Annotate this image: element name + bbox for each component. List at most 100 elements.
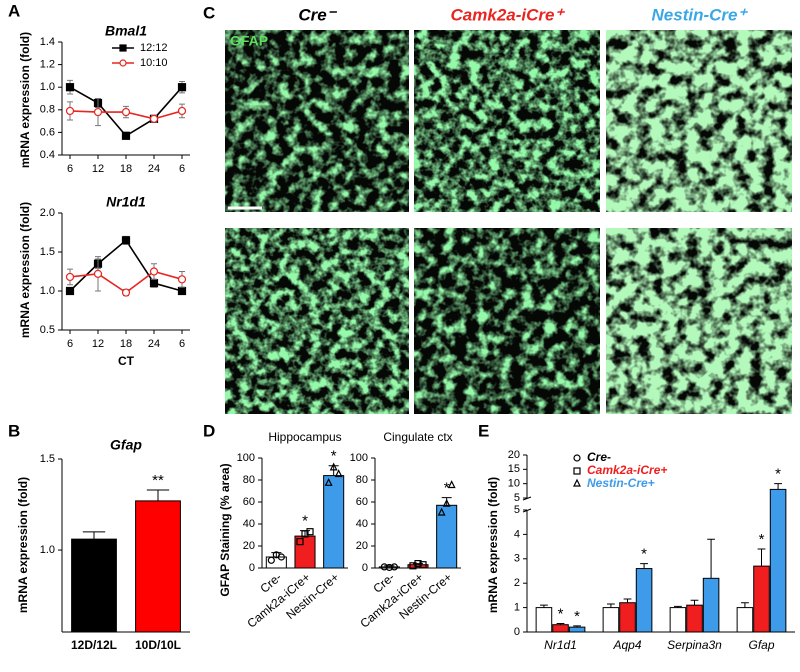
error-bar (690, 599, 699, 606)
significance: * (759, 531, 765, 548)
panel-letter: E (478, 421, 489, 440)
y-tick-label: 20 (243, 540, 255, 552)
marker (177, 83, 187, 92)
marker (573, 478, 581, 487)
bar (323, 475, 345, 569)
column-header: Cre⁻ (298, 5, 337, 24)
bar (753, 565, 770, 633)
error-bar (707, 538, 715, 579)
marker (573, 454, 581, 462)
x-tick-label: 6 (179, 338, 185, 350)
marker (119, 59, 127, 67)
bar (378, 566, 400, 569)
y-tick-label: 60 (243, 496, 255, 508)
marker (409, 562, 417, 570)
bar (294, 535, 316, 569)
marker (329, 462, 338, 471)
significance: * (574, 608, 580, 625)
x-tick-label: 18 (120, 338, 132, 350)
error-bar (384, 565, 395, 567)
legend-label: Nestin-Cre+ (587, 476, 655, 490)
micrograph-texture (414, 30, 600, 212)
chart-title: Nr1d1 (106, 194, 146, 210)
micrograph-texture (606, 30, 792, 212)
error-bar (146, 489, 170, 501)
bar (552, 624, 569, 633)
series-line (69, 239, 183, 292)
y-tick-label: 10 (508, 478, 520, 490)
marker (65, 286, 75, 296)
y-tick-label: 80 (356, 474, 368, 486)
y-tick-label: 80 (243, 474, 255, 486)
marker (177, 275, 187, 284)
marker (267, 556, 275, 564)
marker (119, 44, 127, 52)
marker (65, 83, 75, 92)
marker (149, 267, 159, 276)
y-tick-label: 100 (237, 452, 255, 464)
y-tick-label: 20 (356, 540, 368, 552)
error-bar (623, 598, 632, 603)
error-bar (540, 604, 548, 608)
bar (686, 604, 703, 633)
x-tick-label: 24 (148, 338, 160, 350)
y-tick-label: 0 (362, 562, 368, 574)
significance: * (331, 448, 337, 465)
legend-label: Cre- (587, 450, 611, 464)
error-bar (573, 625, 581, 628)
legend-label: Camk2a-iCre+ (587, 463, 667, 477)
marker (442, 498, 451, 507)
marker (419, 561, 427, 569)
legend-label: 10:10 (140, 57, 168, 69)
y-axis-label: mRNA expression (fold) (18, 32, 32, 168)
marker (301, 530, 309, 538)
panel-letter: A (8, 1, 20, 20)
marker (380, 563, 388, 571)
marker (177, 286, 187, 296)
error-bar (741, 602, 749, 608)
y-tick-label: 1.5 (40, 246, 55, 258)
marker (121, 107, 131, 117)
error-bar (607, 603, 615, 608)
y-tick-label: 60 (356, 496, 368, 508)
x-tick-label: Nr1d1 (544, 638, 577, 652)
y-tick-label: 3 (514, 553, 520, 565)
marker (177, 106, 187, 116)
panel-letter: C (203, 3, 215, 22)
y-tick-label: 40 (356, 518, 368, 530)
marker (296, 537, 304, 546)
marker (334, 469, 343, 478)
y-tick-label: 0.5 (40, 324, 55, 336)
y-tick-label: 0.8 (40, 104, 55, 116)
x-tick-label: 6 (179, 163, 185, 175)
marker (306, 528, 314, 536)
micrograph-texture (225, 30, 409, 212)
error-bar (640, 563, 648, 569)
column-header: Camk2a-iCre⁺ (451, 5, 566, 24)
y-tick-label: 2 (514, 577, 520, 589)
marker (414, 559, 422, 568)
marker (390, 563, 398, 571)
error-bar (82, 531, 106, 540)
marker (121, 288, 131, 297)
panel-letter: B (8, 421, 20, 440)
y-tick-label: 1.5 (40, 453, 55, 465)
chart-title: Bmal1 (105, 23, 147, 39)
x-tick-label: 10D/10L (135, 638, 181, 652)
marker (93, 107, 103, 117)
error-bar (757, 548, 766, 567)
x-tick-label: 12 (92, 163, 104, 175)
column-header: Nestin-Cre⁺ (652, 5, 749, 24)
marker (324, 477, 333, 486)
chart-title: Hippocampus (268, 430, 341, 444)
significance: * (641, 546, 647, 563)
x-tick-label: Serpina3n (667, 638, 722, 652)
y-axis-label: GFAP Staining (% area) (218, 463, 232, 596)
y-tick-label: 0.4 (40, 149, 55, 161)
bar (736, 607, 754, 633)
y-axis-label: mRNA expression (fold) (486, 477, 500, 613)
error-bar (271, 552, 282, 557)
marker (65, 272, 75, 282)
